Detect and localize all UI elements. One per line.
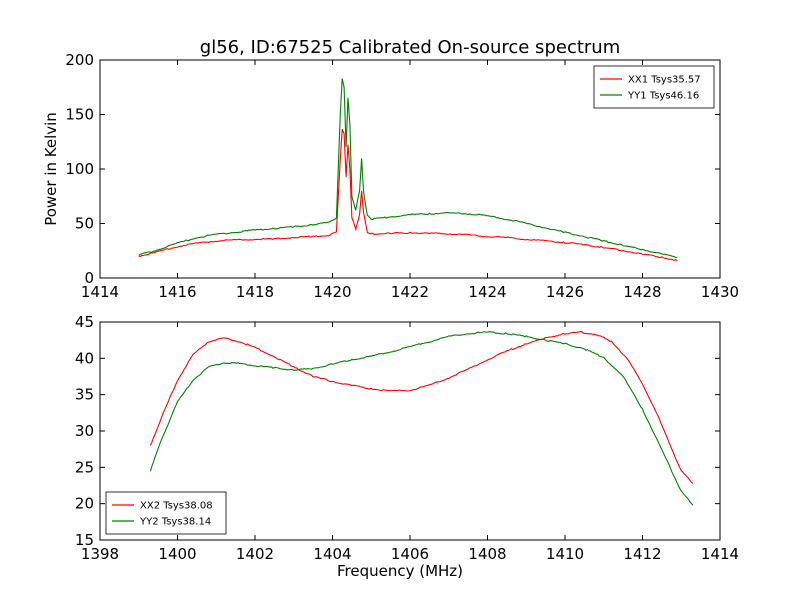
y-tick-label: 20 (75, 495, 94, 513)
y-tick-label: 200 (65, 51, 94, 69)
y-axis-label: Power in Kelvin (42, 112, 60, 226)
x-tick-label: 1404 (313, 545, 351, 563)
y-tick-label: 25 (75, 458, 94, 476)
x-tick-label: 1418 (236, 283, 274, 301)
y-tick-label: 50 (75, 215, 94, 233)
x-tick-label: 1402 (236, 545, 274, 563)
x-tick-label: 1424 (468, 283, 506, 301)
x-axis-label: Frequency (MHz) (337, 562, 463, 580)
x-tick-label: 1412 (623, 545, 661, 563)
legend-label: YY2 Tsys38.14 (139, 517, 211, 528)
x-tick-label: 1428 (623, 283, 661, 301)
series-line-1 (149, 331, 694, 484)
bottom-plot: 1398 1400 1402 1404 1406 1408 1410 1412 1414 15 20… (75, 313, 739, 580)
y-tick-label: 35 (75, 386, 94, 404)
legend-label: XX2 Tsys38.08 (140, 501, 213, 512)
legend-box (593, 65, 715, 109)
x-tick-label: 1426 (546, 283, 584, 301)
series-line-2 (149, 331, 694, 506)
x-tick-label: 1414 (701, 545, 739, 563)
x-tick-label: 1430 (701, 283, 739, 301)
y-tick-label: 0 (84, 269, 94, 287)
x-tick-label: 1408 (468, 545, 506, 563)
x-tick-label: 1410 (546, 545, 584, 563)
x-tick-label: 1398 (81, 545, 119, 563)
y-tick-label: 150 (65, 106, 94, 124)
y-tick-label: 100 (65, 160, 94, 178)
legend-label: XX1 Tsys35.57 (628, 75, 701, 86)
x-tick-label: 1406 (391, 545, 429, 563)
x-tick-label: 1400 (158, 545, 196, 563)
x-tick-label: 1416 (158, 283, 196, 301)
y-tick-label: 40 (75, 349, 94, 367)
legend-label: YY1 Tsys46.16 (627, 91, 699, 102)
series-line-1 (138, 128, 678, 262)
legend-box (105, 491, 227, 535)
x-tick-label: 1420 (313, 283, 351, 301)
x-tick-label: 1414 (81, 283, 119, 301)
top-plot: 1414 1416 1418 1420 1422 1424 1426 1428 1430 0 50 1… (42, 51, 739, 301)
series-line-2 (138, 78, 678, 259)
x-tick-label: 1422 (391, 283, 429, 301)
y-tick-label: 45 (75, 313, 94, 331)
chart-title: gl56, ID:67525 Calibrated On-source spec… (200, 37, 620, 58)
y-tick-label: 30 (75, 422, 94, 440)
y-tick-label: 15 (75, 531, 94, 549)
